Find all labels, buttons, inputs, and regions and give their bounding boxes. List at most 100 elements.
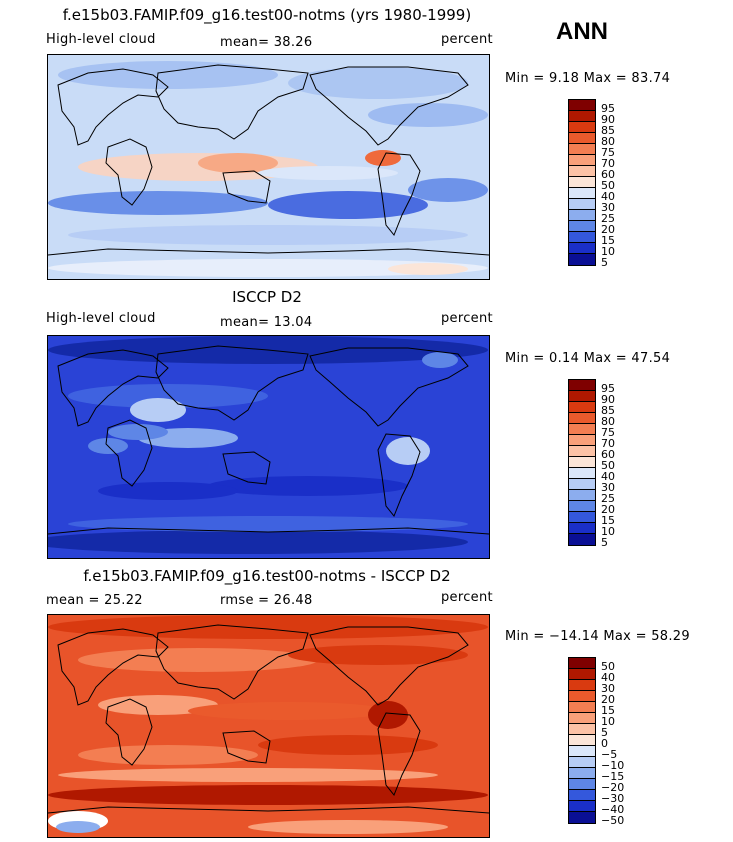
colorbar-swatch — [569, 210, 595, 221]
panel-2-title: ISCCP D2 — [232, 288, 302, 306]
colorbar-label: −10 — [601, 759, 625, 772]
colorbar-label: −30 — [601, 792, 625, 805]
colorbar-swatch — [569, 133, 595, 144]
colorbar-swatch — [569, 680, 595, 691]
colorbar-swatch — [569, 713, 595, 724]
season-label: ANN — [556, 18, 608, 45]
panel-1-map-svg — [48, 55, 489, 279]
colorbar-label: 40 — [601, 671, 615, 684]
colorbar-label: 25 — [601, 212, 615, 225]
panel-3-map — [47, 614, 490, 838]
colorbar-swatch — [569, 812, 595, 823]
colorbar-swatch — [569, 669, 595, 680]
colorbar-swatch — [569, 457, 595, 468]
colorbar-label: 10 — [601, 715, 615, 728]
panel-1-mean: mean= 38.26 — [220, 35, 313, 50]
panel-1-colorbar — [568, 99, 596, 266]
colorbar-swatch — [569, 702, 595, 713]
colorbar-label: 10 — [601, 525, 615, 538]
panel-1-minmax: Min = 9.18 Max = 83.74 — [505, 71, 671, 86]
colorbar-swatch — [569, 534, 595, 545]
panel-2-mean: mean= 13.04 — [220, 315, 313, 330]
colorbar-label: 5 — [601, 536, 608, 549]
colorbar-label: 85 — [601, 124, 615, 137]
colorbar-label: −15 — [601, 770, 625, 783]
colorbar-swatch — [569, 424, 595, 435]
colorbar-swatch — [569, 779, 595, 790]
colorbar-label: 40 — [601, 470, 615, 483]
colorbar-swatch — [569, 512, 595, 523]
colorbar-label: 50 — [601, 660, 615, 673]
colorbar-swatch — [569, 468, 595, 479]
colorbar-label: 85 — [601, 404, 615, 417]
colorbar-swatch — [569, 111, 595, 122]
colorbar-label: 0 — [601, 737, 608, 750]
colorbar-swatch — [569, 177, 595, 188]
colorbar-swatch — [569, 243, 595, 254]
panel-2-minmax: Min = 0.14 Max = 47.54 — [505, 351, 671, 366]
colorbar-label: 95 — [601, 102, 615, 115]
colorbar-label: 50 — [601, 459, 615, 472]
panel-1-units: percent — [441, 32, 493, 47]
colorbar-label: −40 — [601, 803, 625, 816]
colorbar-swatch — [569, 757, 595, 768]
panel-2-map — [47, 335, 490, 559]
colorbar-label: 40 — [601, 190, 615, 203]
panel-3-units: percent — [441, 590, 493, 605]
colorbar-label: 15 — [601, 514, 615, 527]
colorbar-swatch — [569, 479, 595, 490]
colorbar-swatch — [569, 735, 595, 746]
colorbar-swatch — [569, 691, 595, 702]
colorbar-label: 10 — [601, 245, 615, 258]
colorbar-label: 60 — [601, 448, 615, 461]
colorbar-swatch — [569, 199, 595, 210]
panel-1-left-label: High-level cloud — [46, 32, 156, 47]
colorbar-swatch — [569, 402, 595, 413]
colorbar-swatch — [569, 413, 595, 424]
colorbar-label: 15 — [601, 234, 615, 247]
colorbar-label: 5 — [601, 256, 608, 269]
colorbar-swatch — [569, 188, 595, 199]
colorbar-swatch — [569, 232, 595, 243]
colorbar-label: 50 — [601, 179, 615, 192]
colorbar-swatch — [569, 100, 595, 111]
colorbar-swatch — [569, 380, 595, 391]
colorbar-label: 20 — [601, 223, 615, 236]
colorbar-label: 70 — [601, 437, 615, 450]
colorbar-swatch — [569, 523, 595, 534]
colorbar-label: 75 — [601, 146, 615, 159]
colorbar-label: 15 — [601, 704, 615, 717]
panel-3-title: f.e15b03.FAMIP.f09_g16.test00-notms - IS… — [83, 567, 451, 585]
colorbar-label: 5 — [601, 726, 608, 739]
colorbar-swatch — [569, 490, 595, 501]
panel-1-title: f.e15b03.FAMIP.f09_g16.test00-notms (yrs… — [62, 6, 472, 24]
colorbar-label: −20 — [601, 781, 625, 794]
colorbar-swatch — [569, 254, 595, 265]
colorbar-swatch — [569, 155, 595, 166]
colorbar-label: 90 — [601, 113, 615, 126]
colorbar-swatch — [569, 435, 595, 446]
colorbar-label: 30 — [601, 682, 615, 695]
colorbar-swatch — [569, 790, 595, 801]
colorbar-swatch — [569, 801, 595, 812]
colorbar-swatch — [569, 658, 595, 669]
colorbar-swatch — [569, 221, 595, 232]
colorbar-swatch — [569, 746, 595, 757]
colorbar-label: −50 — [601, 814, 625, 827]
panel-2-colorbar — [568, 379, 596, 546]
panel-3-map-svg — [48, 615, 489, 837]
colorbar-swatch — [569, 166, 595, 177]
panel-3-rmse: rmse = 26.48 — [220, 593, 313, 608]
colorbar-label: 60 — [601, 168, 615, 181]
colorbar-swatch — [569, 122, 595, 133]
panel-3-mean: mean = 25.22 — [46, 593, 143, 608]
panel-3-colorbar — [568, 657, 596, 824]
colorbar-label: 25 — [601, 492, 615, 505]
colorbar-label: −5 — [601, 748, 618, 761]
panel-2-left-label: High-level cloud — [46, 311, 156, 326]
panel-2-map-svg — [48, 336, 489, 558]
colorbar-swatch — [569, 391, 595, 402]
colorbar-label: 95 — [601, 382, 615, 395]
colorbar-swatch — [569, 446, 595, 457]
colorbar-swatch — [569, 501, 595, 512]
